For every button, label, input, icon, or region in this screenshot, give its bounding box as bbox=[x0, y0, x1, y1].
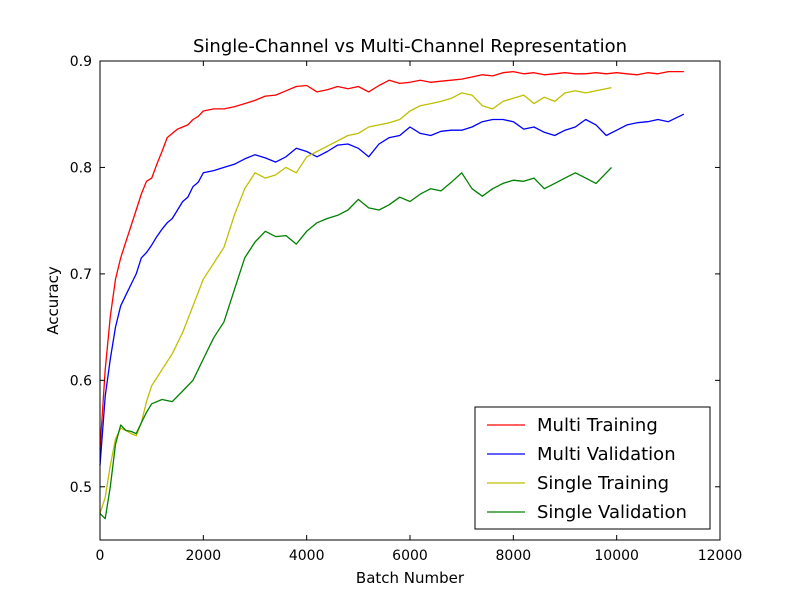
legend-label: Multi Validation bbox=[537, 444, 676, 465]
y-tick-label: 0.6 bbox=[70, 373, 92, 389]
x-tick-label: 0 bbox=[96, 548, 105, 564]
series-line-multi-training bbox=[99, 70, 684, 450]
legend-label: Single Training bbox=[537, 473, 669, 494]
y-axis-title: Accuracy bbox=[44, 266, 62, 335]
x-axis-title: Batch Number bbox=[356, 569, 465, 587]
y-tick-label: 0.9 bbox=[70, 54, 92, 70]
series-line-single-training bbox=[99, 86, 612, 514]
legend-label: Single Validation bbox=[537, 502, 687, 523]
x-tick-label: 8000 bbox=[496, 548, 532, 564]
y-tick-label: 0.7 bbox=[70, 267, 92, 283]
x-tick-label: 10000 bbox=[594, 548, 639, 564]
series-line-single-validation bbox=[99, 166, 612, 520]
series-line-multi-validation bbox=[99, 113, 685, 466]
y-tick-label: 0.5 bbox=[70, 480, 92, 496]
y-tick-label: 0.8 bbox=[70, 160, 92, 176]
legend: Multi Training Multi Validation Single Tra… bbox=[474, 406, 711, 530]
legend-label: Multi Training bbox=[537, 415, 658, 436]
x-tick-label: 12000 bbox=[698, 548, 743, 564]
chart-title: Single-Channel vs Multi-Channel Represen… bbox=[193, 36, 627, 57]
axis-ticks: 0 2000 4000 6000 8000 10000 12000 0.5 0.6 0.7 0.8 0… bbox=[70, 54, 743, 564]
legend-box bbox=[474, 406, 711, 530]
x-tick-label: 4000 bbox=[289, 548, 325, 564]
plot-area bbox=[99, 70, 685, 520]
x-tick-label: 2000 bbox=[186, 548, 222, 564]
x-tick-label: 6000 bbox=[392, 548, 428, 564]
